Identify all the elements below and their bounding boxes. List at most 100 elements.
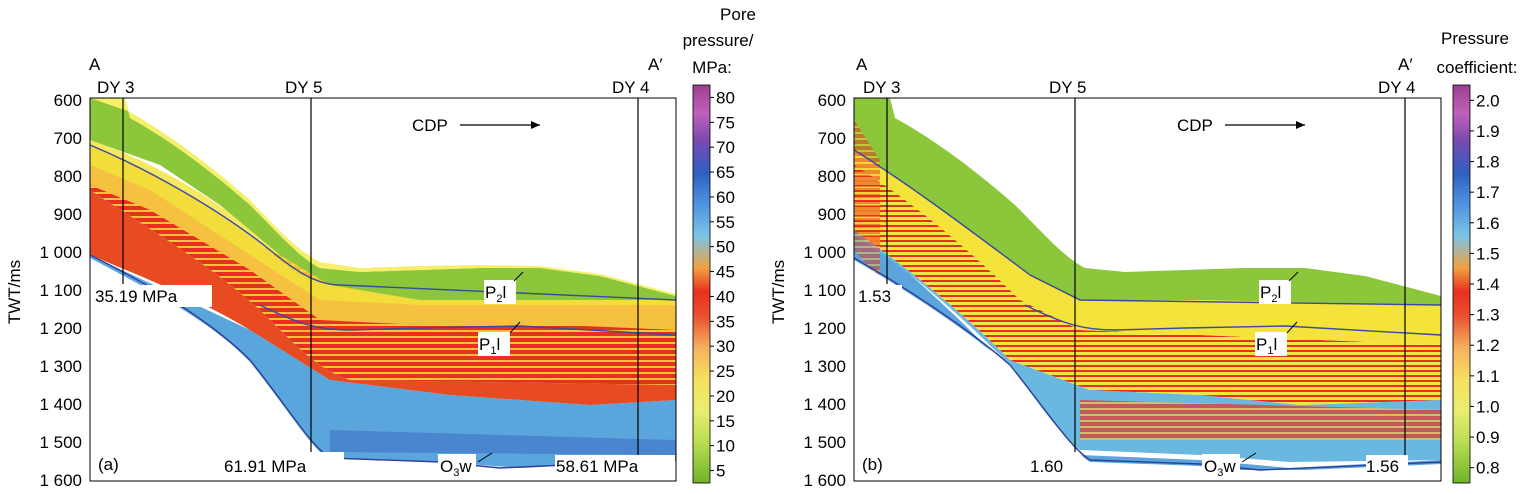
well-name: DY 3	[863, 78, 901, 97]
y-tick: 1 000	[803, 243, 846, 262]
y-tick: 1 100	[803, 281, 846, 300]
y-tick: 700	[818, 129, 846, 148]
panel-b: TWT/ms 600 700 800 900 1 000 1 100 1 200…	[769, 29, 1517, 490]
colorbar-tick-label: 70	[716, 138, 735, 157]
section-end-label: A′	[1398, 55, 1413, 74]
colorbar-tick-label: 60	[716, 188, 735, 207]
colorbar-ticks-a: 80 75 70 65 60 55 50 45 40 35 30 25 20 15 10 5	[710, 88, 735, 481]
horizon-main: O	[1204, 457, 1217, 476]
y-axis-label: TWT/ms	[769, 260, 788, 324]
svg-text:O3w: O3w	[1204, 457, 1236, 479]
horizon-sub: 3	[453, 467, 459, 479]
y-tick: 700	[54, 129, 82, 148]
colorbar-tick-label: 1.1	[1476, 367, 1500, 386]
cdp-label: CDP	[1177, 116, 1213, 135]
colorbar-tick-label: 1.4	[1476, 275, 1500, 294]
y-tick: 1 600	[803, 471, 846, 490]
colorbar-tick-label: 35	[716, 312, 735, 331]
colorbar-tick-label: 1.6	[1476, 214, 1500, 233]
colorbar-tick-label: 55	[716, 213, 735, 232]
cdp-arrowhead	[531, 121, 540, 129]
colorbar-tick-label: 1.0	[1476, 397, 1500, 416]
y-axis-label: TWT/ms	[5, 260, 24, 324]
well-name: DY 4	[612, 78, 650, 97]
colorbar-tick-label: 30	[716, 337, 735, 356]
well-value: 1.53	[858, 287, 891, 306]
horizon-tail: l	[1273, 335, 1277, 354]
colorbar-tick-label: 80	[716, 88, 735, 107]
well-value-box: 1.53	[856, 285, 902, 307]
horizon-tail: w	[1222, 457, 1236, 476]
colorbar-tick-label: 2.0	[1476, 91, 1500, 110]
horizon-main: P	[1256, 335, 1267, 354]
colorbar-tick-label: 1.3	[1476, 306, 1500, 325]
y-axis-ticks: 600 700 800 900 1 000 1 100 1 200 1 300 …	[39, 91, 82, 490]
svg-text:P2l: P2l	[485, 283, 506, 305]
colorbar-tick-label: 20	[716, 387, 735, 406]
y-tick: 1 500	[803, 433, 846, 452]
svg-text:O3w: O3w	[440, 457, 472, 479]
cdp-label: CDP	[412, 116, 448, 135]
well-value: 1.56	[1366, 457, 1399, 476]
y-tick: 1 200	[803, 319, 846, 338]
horizon-label-o3w: O3w	[438, 452, 493, 479]
colorbar-title: coefficient:	[1437, 58, 1518, 77]
horizon-sub: 2	[1271, 293, 1277, 305]
colorbar-tick-label: 0.8	[1476, 459, 1500, 478]
colorbar-tick-label: 25	[716, 362, 735, 381]
horizon-tail: w	[458, 457, 472, 476]
colorbar-ticks-b: 2.0 1.9 1.8 1.7 1.6 1.5 1.4 1.3 1.2 1.1 1.0 0.9 0.8	[1470, 91, 1500, 478]
well-value: 1.60	[1030, 457, 1063, 476]
colorbar-tick-label: 1.8	[1476, 153, 1500, 172]
colorbar-tick-label: 1.7	[1476, 183, 1500, 202]
y-tick: 1 300	[39, 357, 82, 376]
colorbar-tick-label: 10	[716, 437, 735, 456]
panel-tag-box: (b)	[857, 452, 893, 476]
colorbar-title: MPa:	[692, 58, 732, 77]
well-name: DY 4	[1378, 78, 1416, 97]
y-tick: 1 400	[803, 395, 846, 414]
colorbar-title: Pressure	[1441, 29, 1509, 48]
well-value-box: 1.56	[1366, 455, 1408, 479]
y-tick: 1 300	[803, 357, 846, 376]
panel-tag: (a)	[98, 455, 119, 474]
well-value-box: 1.60	[1028, 452, 1076, 478]
horizon-tail: l	[1277, 283, 1281, 302]
y-tick: 900	[54, 205, 82, 224]
y-tick: 600	[54, 91, 82, 110]
y-tick: 1 200	[39, 319, 82, 338]
colorbar-tick-label: 5	[716, 462, 725, 481]
cdp-arrowhead	[1296, 121, 1305, 129]
y-tick: 1 500	[39, 433, 82, 452]
panel-a: TWT/ms 600 700 800 900 1 000 1 100 1 200…	[5, 5, 756, 490]
colorbar-tick-label: 45	[716, 263, 735, 282]
y-tick: 1 400	[39, 395, 82, 414]
horizon-sub: 1	[1267, 345, 1273, 357]
colorbar-tick-label: 1.5	[1476, 244, 1500, 263]
svg-text:P2l: P2l	[1260, 283, 1281, 305]
y-tick: 800	[818, 167, 846, 186]
well-value-box: 35.19 MPa	[92, 285, 212, 307]
colorbar-tick-label: 40	[716, 287, 735, 306]
horizon-tail: l	[502, 283, 506, 302]
y-tick: 1 100	[39, 281, 82, 300]
y-axis-ticks: 600 700 800 900 1 000 1 100 1 200 1 300 …	[803, 91, 846, 490]
horizon-sub: 2	[496, 293, 502, 305]
well-value: 35.19 MPa	[95, 287, 178, 306]
horizon-label-p2l: P2l	[484, 271, 524, 305]
horizon-label-p1l: P1l	[478, 321, 521, 357]
section-start-label: A	[856, 55, 868, 74]
horizon-main: O	[440, 457, 453, 476]
well-name: DY 5	[1049, 78, 1087, 97]
well-value-box: 61.91 MPa	[222, 452, 344, 478]
well-name: DY 3	[97, 78, 135, 97]
horizon-label-p1l: P1l	[1255, 321, 1298, 357]
horizon-label-o3w: O3w	[1202, 452, 1257, 479]
y-tick: 600	[818, 91, 846, 110]
section-end-label: A′	[648, 55, 663, 74]
colorbar-tick-label: 50	[716, 238, 735, 257]
well-value: 61.91 MPa	[224, 457, 307, 476]
colorbar-tick-label: 65	[716, 163, 735, 182]
colorbar-b	[1452, 84, 1471, 484]
